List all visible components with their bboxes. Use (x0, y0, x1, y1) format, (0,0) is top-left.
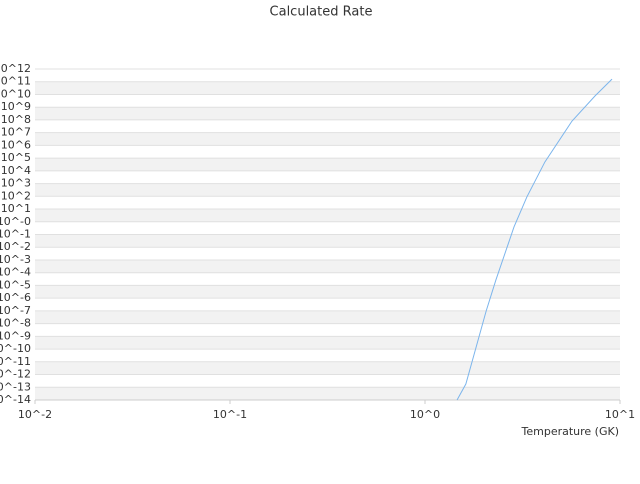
y-tick-label: 10^5 (1, 151, 31, 164)
grid-band (35, 158, 620, 171)
x-tick-label: 10^-2 (18, 408, 52, 421)
y-tick-label: 10^-4 (0, 266, 31, 279)
x-tick-label: 10^1 (605, 408, 635, 421)
x-tick-label: 10^-1 (213, 408, 247, 421)
y-tick-label: 10^-2 (0, 240, 31, 253)
y-tick-label: 10^-3 (0, 253, 31, 266)
y-tick-label: 10^-10 (0, 342, 31, 355)
grid-band (35, 81, 620, 95)
grid-band (35, 285, 620, 299)
line (456, 78, 613, 401)
grid-band (35, 234, 620, 248)
y-tick-label: 10^-1 (0, 228, 31, 241)
y-tick-label: 10^-0 (0, 215, 31, 228)
grid-band (35, 361, 620, 375)
y-tick-label: 10^11 (0, 75, 31, 88)
grid-band (35, 336, 620, 350)
y-tick-label: 10^-7 (0, 304, 31, 317)
y-tick-label: 10^-9 (0, 329, 31, 342)
grid-band (35, 132, 620, 146)
y-tick-label: 10^1 (1, 202, 31, 215)
y-tick-label: 10^9 (1, 100, 31, 113)
x-tick-label: 10^0 (410, 408, 440, 421)
y-tick-label: 10^7 (1, 126, 31, 139)
y-tick-label: 10^-12 (0, 368, 31, 381)
x-axis-label: Temperature (GK) (521, 425, 620, 438)
y-tick-label: 10^-11 (0, 355, 31, 368)
y-tick-label: 10^-8 (0, 317, 31, 330)
grid-band (35, 107, 620, 120)
y-tick-label: 10^2 (1, 189, 31, 202)
y-tick-label: 10^12 (0, 62, 31, 75)
grid-band (35, 209, 620, 222)
y-tick-label: 10^-13 (0, 380, 31, 393)
y-tick-label: 10^-6 (0, 291, 31, 304)
grid-band (35, 259, 620, 273)
grid-band (35, 387, 620, 400)
y-tick-label: 10^-14 (0, 393, 31, 406)
grid-band (35, 310, 620, 324)
y-tick-label: 10^-5 (0, 278, 31, 291)
grid-band (35, 183, 620, 197)
y-tick-label: 10^4 (1, 164, 31, 177)
y-tick-label: 10^6 (1, 138, 31, 151)
chart-title: Calculated Rate (270, 5, 373, 20)
y-tick-label: 10^10 (0, 87, 31, 100)
y-tick-label: 10^3 (1, 177, 31, 190)
y-tick-label: 10^8 (1, 113, 31, 126)
